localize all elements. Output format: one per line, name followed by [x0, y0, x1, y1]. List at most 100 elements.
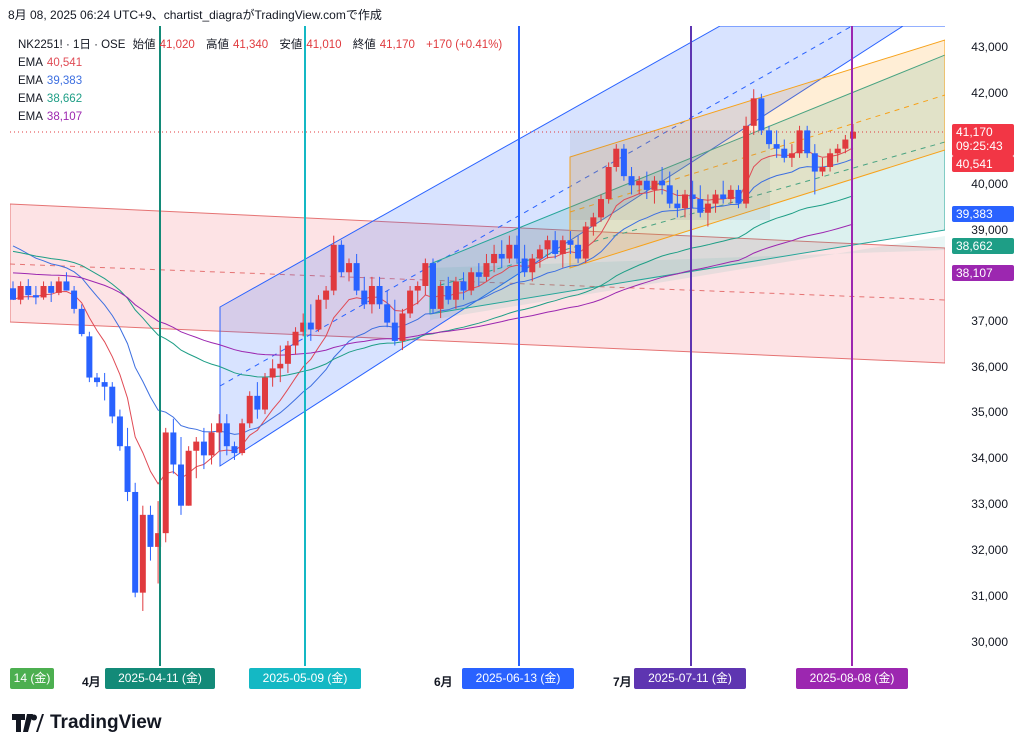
last-price-tag: 41,170 09:25:43 — [952, 124, 1014, 156]
candle — [704, 194, 711, 227]
blue-channel — [219, 26, 945, 467]
candle — [491, 244, 498, 273]
candle — [758, 93, 765, 135]
date-tag: 2025-05-09 (金) — [249, 668, 361, 689]
ema-legend-row[interactable]: EMA 38,662 — [18, 93, 83, 105]
candle — [811, 144, 818, 195]
candle — [10, 281, 16, 300]
candle — [17, 281, 24, 305]
ema-line — [12, 158, 854, 435]
candle — [567, 231, 574, 254]
candle — [71, 286, 78, 314]
candle — [407, 286, 414, 319]
ohlc-row: NK2251! · 1日 · OSE 始値 41,020 高値 41,340 安値 4… — [18, 36, 506, 54]
candle — [590, 212, 597, 236]
candle — [239, 418, 246, 456]
candle — [422, 258, 429, 296]
candle — [689, 180, 696, 209]
candle — [323, 286, 330, 309]
candle — [842, 134, 849, 154]
y-tick-label: 43,000 — [971, 40, 1008, 54]
candle — [468, 267, 475, 296]
candle — [575, 235, 582, 264]
candle — [720, 180, 727, 204]
candle — [460, 272, 467, 300]
candle — [445, 276, 452, 305]
candle — [132, 482, 139, 598]
candle — [804, 125, 811, 158]
candle — [483, 253, 490, 282]
y-tick-label: 30,000 — [971, 635, 1008, 649]
candle — [193, 437, 200, 479]
candle — [414, 281, 421, 305]
y-tick-label: 34,000 — [971, 451, 1008, 465]
candle — [139, 505, 146, 611]
candle — [697, 185, 704, 218]
candle — [147, 505, 154, 561]
candle — [384, 290, 391, 328]
candle — [178, 437, 184, 515]
candle — [269, 359, 276, 387]
candle — [361, 276, 368, 309]
candle — [766, 125, 772, 149]
ema3-price-tag: 38,662 — [952, 238, 1014, 254]
candle — [223, 414, 230, 456]
ema-legend-row[interactable]: EMA 38,107 — [18, 111, 83, 123]
date-tag: 2025-08-08 (金) — [796, 668, 908, 689]
candle — [376, 276, 383, 309]
ema4-price-tag: 38,107 — [952, 265, 1014, 281]
candle — [735, 185, 742, 209]
candle — [208, 423, 215, 465]
ema-legend-row[interactable]: EMA 40,541 — [18, 57, 83, 69]
candle — [834, 144, 841, 163]
candle — [605, 162, 612, 204]
candle — [277, 345, 284, 383]
candle — [155, 501, 162, 584]
price-chart[interactable] — [0, 0, 1024, 700]
ema-legend-row[interactable]: EMA 39,383 — [18, 75, 83, 87]
candle — [86, 331, 93, 383]
candle — [284, 340, 291, 373]
candle — [353, 253, 360, 296]
candle — [48, 281, 55, 303]
candle — [94, 372, 100, 387]
y-tick-label: 33,000 — [971, 497, 1008, 511]
candle — [544, 235, 551, 259]
candle — [598, 194, 604, 222]
candle — [651, 176, 658, 204]
low-field: 安値 41,010 — [279, 39, 342, 51]
candle — [529, 253, 536, 282]
candle — [620, 144, 627, 181]
candle — [40, 281, 47, 300]
ema2-price-tag: 39,383 — [952, 206, 1014, 222]
candle — [262, 372, 268, 415]
candle — [63, 272, 70, 291]
ema1-price-tag: 40,541 — [952, 156, 1014, 172]
candles — [10, 89, 856, 611]
candle — [452, 276, 459, 309]
candle — [582, 221, 589, 264]
candle — [216, 414, 223, 451]
candle — [475, 263, 482, 286]
y-tick-label: 39,000 — [971, 223, 1008, 237]
candle — [346, 258, 352, 282]
candle — [32, 286, 39, 305]
candle — [781, 139, 788, 163]
chart-legend: NK2251! · 1日 · OSE 始値 41,020 高値 41,340 安値 4… — [18, 36, 506, 126]
candle — [25, 279, 32, 300]
candle — [55, 276, 62, 296]
candle — [109, 382, 116, 424]
candle — [773, 130, 780, 158]
candle — [559, 235, 566, 268]
tradingview-logo[interactable]: TradingView — [12, 712, 162, 734]
candle — [292, 327, 299, 355]
candle — [750, 89, 757, 135]
candle — [636, 176, 643, 195]
month-label: 7月 — [613, 675, 632, 689]
y-tick-label: 42,000 — [971, 86, 1008, 100]
y-tick-label: 35,000 — [971, 405, 1008, 419]
candle — [315, 295, 322, 332]
candle — [643, 171, 650, 200]
candle — [430, 258, 436, 314]
candle — [819, 157, 826, 177]
